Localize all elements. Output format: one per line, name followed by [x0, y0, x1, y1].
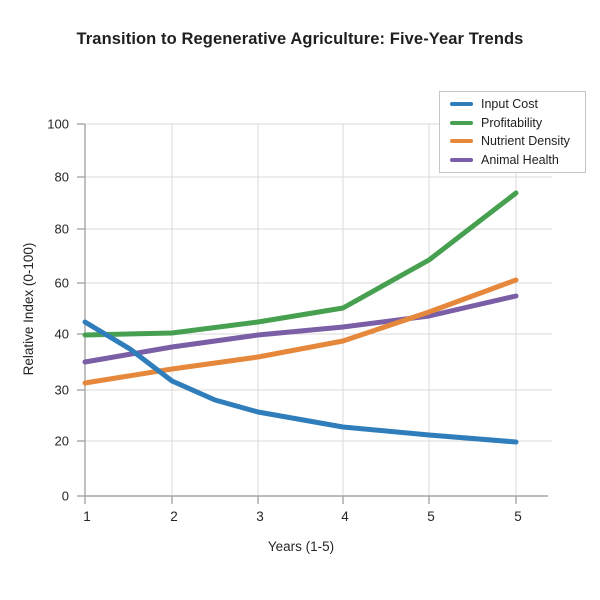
legend: Input Cost Profitability Nutrient Density A… — [439, 91, 586, 173]
y-tick-label: 40 — [55, 327, 69, 342]
series-line-input-cost — [82, 319, 519, 445]
series-line-animal-health — [82, 293, 519, 365]
legend-item: Animal Health — [450, 151, 579, 170]
x-tick-label: 1 — [83, 509, 91, 524]
x-tick-label: 5 — [427, 509, 435, 524]
legend-item-label: Profitability — [481, 115, 543, 130]
y-tick-label: 80 — [55, 222, 69, 237]
y-tick-label: 80 — [55, 170, 69, 185]
chart-title: Transition to Regenerative Agriculture: … — [76, 30, 524, 48]
legend-item-label: Input Cost — [481, 97, 538, 112]
y-tick-label: 0 — [62, 489, 69, 504]
x-axis-title: Years (1-5) — [267, 539, 335, 554]
y-tick-label: 100 — [47, 117, 69, 132]
series-line-profitability — [82, 190, 519, 338]
y-tick-label: 20 — [55, 434, 69, 449]
y-tick-label: 30 — [55, 383, 69, 398]
legend-item-label: Nutrient Density — [481, 134, 570, 149]
x-tick-label: 3 — [256, 509, 264, 524]
legend-item-label: Animal Health — [481, 152, 559, 167]
y-axis-title: Relative Index (0-100) — [21, 242, 36, 376]
legend-item: Profitability — [450, 114, 579, 133]
x-tick-label: 5 — [514, 509, 522, 524]
legend-color-swatch-icon — [450, 120, 473, 125]
x-tick-label: 4 — [341, 509, 349, 524]
legend-item: Nutrient Density — [450, 132, 579, 151]
x-tick-label: 2 — [170, 509, 178, 524]
legend-color-swatch-icon — [450, 102, 473, 107]
legend-color-swatch-icon — [450, 157, 473, 162]
legend-color-swatch-icon — [450, 139, 473, 144]
y-tick-label: 60 — [55, 276, 69, 291]
legend-item: Input Cost — [450, 95, 579, 114]
